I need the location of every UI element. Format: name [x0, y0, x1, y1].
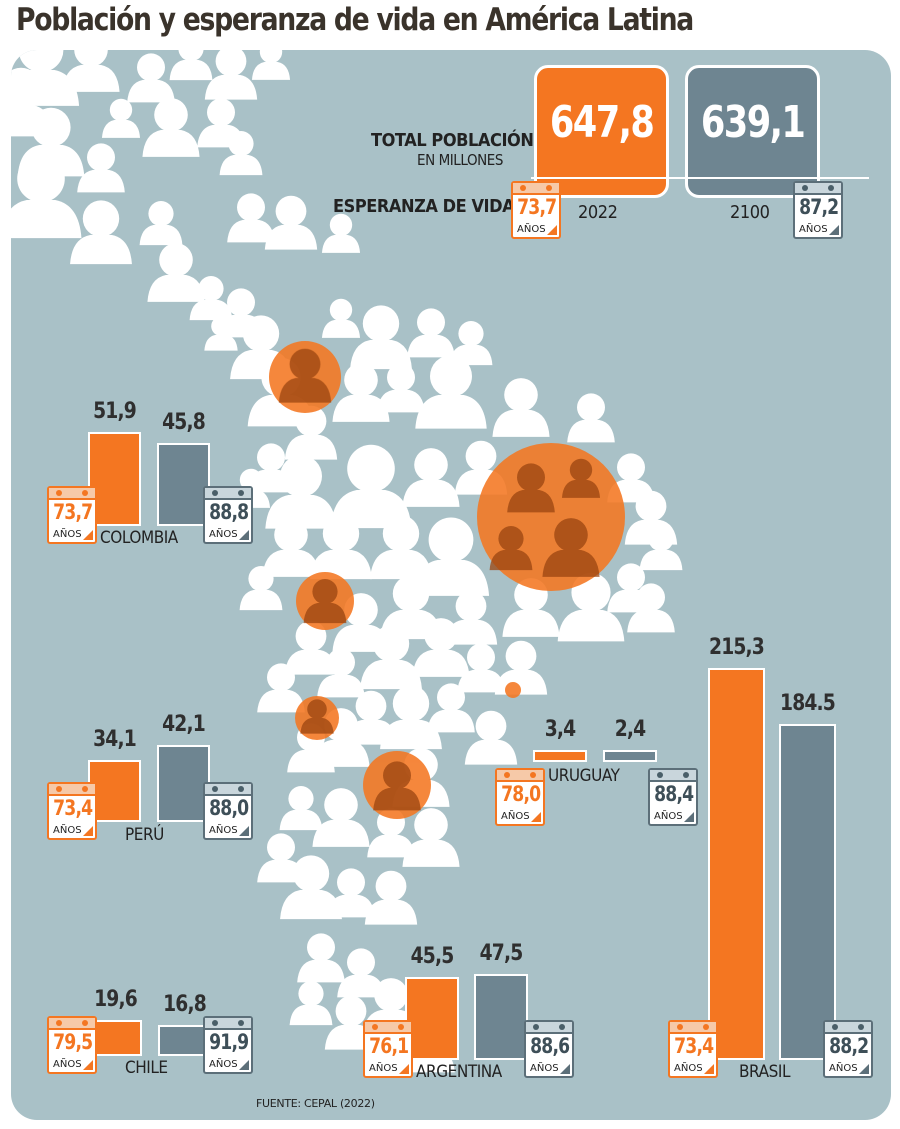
calendar-icon-chile-2022: 79,5 AÑOS — [47, 1016, 97, 1074]
country-label-colombia: COLOMBIA — [100, 528, 178, 548]
calendar-icon-chile-2100: 91,9 AÑOS — [203, 1016, 253, 1074]
calendar-icon-per-2022: 73,4 AÑOS — [47, 782, 97, 840]
silhouette-map-illustration — [11, 50, 683, 1073]
calendar-icon-per-2100-value: 88,0 — [209, 796, 249, 820]
value-label-colombia-2022: 51,9 — [93, 398, 137, 424]
value-label-brasil-2100: 184.5 — [780, 691, 836, 717]
calendar-icon-colombia-2100: 88,8 AÑOS — [203, 486, 253, 544]
header-divider — [531, 177, 869, 179]
calendar-icon-argentina-2022: 76,1 AÑOS — [363, 1020, 413, 1078]
bar-argentina-2022 — [405, 977, 459, 1060]
calendar-icon-2100-total: 87,2 AÑOS — [793, 181, 843, 239]
value-label-argentina-2100: 47,5 — [479, 940, 524, 966]
total-2022-box: 647,8 — [534, 65, 669, 198]
calendar-icon-brasil-2022: 73,4 AÑOS — [668, 1020, 718, 1078]
bar-argentina-2100 — [474, 973, 528, 1060]
value-label-chile-2022: 19,6 — [94, 987, 138, 1013]
life-2022-total-value: 73,7 — [517, 195, 557, 219]
country-label-argentina: ARGENTINA — [416, 1062, 502, 1082]
calendar-icon-uruguay-2100-value: 88,4 — [654, 782, 694, 806]
year-2100-label: 2100 — [730, 202, 770, 223]
bar-uruguay-2100 — [603, 750, 657, 762]
calendar-icon-uruguay-2022-value: 78,0 — [501, 782, 541, 806]
bar-brasil-2100 — [779, 724, 836, 1060]
life-expectancy-label: ESPERANZA DE VIDA — [333, 196, 515, 217]
value-label-brasil-2022: 215,3 — [709, 635, 765, 661]
calendar-icon-chile-2100-value: 91,9 — [209, 1030, 249, 1054]
value-label-uruguay-2100: 2,4 — [614, 717, 646, 742]
country-label-brasil: BRASIL — [739, 1062, 791, 1082]
calendar-icon-uruguay-2100: 88,4 AÑOS — [648, 768, 698, 826]
calendar-icon-argentina-2100-value: 88,6 — [530, 1034, 570, 1058]
value-label-chile-2100: 16,8 — [163, 992, 207, 1018]
calendar-icon-chile-2022-value: 79,5 — [53, 1030, 93, 1054]
page-title: Población y esperanza de vida en América… — [16, 2, 694, 38]
source-note: FUENTE: CEPAL (2022) — [256, 1097, 375, 1110]
value-label-uruguay-2022: 3,4 — [544, 717, 576, 742]
calendar-icon-colombia-2100-value: 88,8 — [209, 500, 249, 524]
country-label-uruguay: URUGUAY — [548, 766, 620, 786]
total-population-label: TOTAL POBLACIÓN — [371, 130, 534, 151]
bar-brasil-2022 — [708, 668, 765, 1060]
value-label-argentina-2022: 45,5 — [410, 944, 455, 970]
country-label-per: PERÚ — [125, 825, 164, 845]
bar-uruguay-2022 — [533, 750, 587, 762]
life-2100-total-value: 87,2 — [799, 195, 839, 219]
infographic-panel: TOTAL POBLACIÓN EN MILLONES 647,8 639,1 … — [11, 50, 891, 1120]
calendar-icon-colombia-2022: 73,7 AÑOS — [47, 486, 97, 544]
calendar-icon-argentina-2022-value: 76,1 — [369, 1034, 409, 1058]
calendar-icon-per-2022-value: 73,4 — [53, 796, 93, 820]
calendar-icon-brasil-2100: 88,2 AÑOS — [823, 1020, 873, 1078]
value-label-per-2022: 34,1 — [93, 726, 137, 752]
total-2100-box: 639,1 — [685, 65, 820, 198]
calendar-icon-2022-total: 73,7 AÑOS — [511, 181, 561, 239]
bar-colombia-2100 — [157, 442, 210, 526]
calendar-icon-brasil-2100-value: 88,2 — [829, 1034, 869, 1058]
calendar-icon-per-2100: 88,0 AÑOS — [203, 782, 253, 840]
calendar-icon-uruguay-2022: 78,0 AÑOS — [495, 768, 545, 826]
calendar-icon-argentina-2100: 88,6 AÑOS — [524, 1020, 574, 1078]
total-population-unit-label: EN MILLONES — [417, 151, 503, 169]
value-label-colombia-2100: 45,8 — [162, 409, 206, 435]
value-label-per-2100: 42,1 — [162, 712, 206, 738]
total-2022-value: 647,8 — [549, 97, 655, 148]
year-2022-label: 2022 — [578, 202, 618, 223]
total-2100-value: 639,1 — [700, 97, 806, 148]
country-label-chile: CHILE — [125, 1058, 168, 1078]
calendar-icon-colombia-2022-value: 73,7 — [53, 500, 93, 524]
calendar-icon-brasil-2022-value: 73,4 — [674, 1034, 714, 1058]
